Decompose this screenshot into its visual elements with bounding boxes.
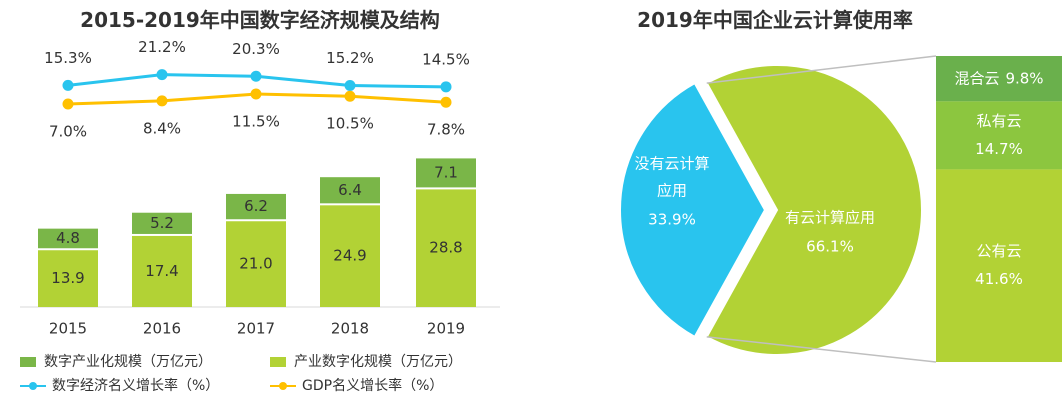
- legend-label-1: 产业数字化规模（万亿元）: [294, 354, 462, 370]
- bar-industry-digitalization-2016: [132, 235, 192, 307]
- breakdown-value-public-cloud: 41.6%: [975, 270, 1023, 288]
- pie-value-has-cloud: 66.1%: [806, 238, 854, 256]
- digital-economy-growth-point-2019: [440, 81, 452, 93]
- legend-item-1: 产业数字化规模（万亿元）: [270, 352, 462, 372]
- digital-economy-growth-label-2018: 15.2%: [326, 49, 374, 67]
- bar-label-digital-industrialization-2017: 6.2: [244, 197, 268, 215]
- digital-economy-growth-point-2015: [62, 79, 74, 91]
- gdp-growth-point-2015: [62, 98, 74, 110]
- legend-item-2: 数字经济名义增长率（%）: [20, 376, 219, 396]
- digital-economy-growth-label-2019: 14.5%: [422, 50, 470, 68]
- pie-slice-has-cloud: [705, 64, 923, 356]
- connector-line-bottom: [706, 336, 937, 363]
- x-tick-label-2016: 2016: [143, 320, 181, 338]
- bar-label-industry-digitalization-2015: 13.9: [51, 269, 84, 287]
- bar-industry-digitalization-2015: [38, 250, 98, 307]
- cloud-usage-chart-title: 2019年中国企业云计算使用率: [637, 8, 913, 32]
- pie-value-no-cloud: 33.9%: [648, 211, 696, 229]
- bar-label-digital-industrialization-2016: 5.2: [150, 214, 174, 232]
- gdp-growth-label-2016: 8.4%: [143, 119, 181, 137]
- gdp-growth-label-2017: 11.5%: [232, 113, 280, 131]
- bar-digital-industrialization-2016: [132, 212, 192, 234]
- breakdown-name-hybrid-cloud: 混合云: [954, 69, 999, 87]
- gdp-growth-point-2018: [344, 90, 356, 102]
- x-tick-label-2019: 2019: [427, 320, 465, 338]
- gdp-growth-label-2018: 10.5%: [326, 115, 374, 133]
- bar-digital-industrialization-2015: [38, 228, 98, 249]
- digital-economy-growth-label-2016: 21.2%: [138, 38, 186, 56]
- breakdown-name-private-cloud: 私有云: [976, 112, 1021, 130]
- digital-economy-growth-label-2015: 15.3%: [44, 49, 92, 67]
- pie-label-no-cloud-line1: 没有云计算: [634, 155, 709, 173]
- bar-label-digital-industrialization-2015: 4.8: [56, 229, 80, 247]
- bar-digital-industrialization-2018: [320, 177, 380, 204]
- bar-label-industry-digitalization-2017: 21.0: [239, 255, 272, 273]
- legend-swatch-0: [20, 357, 36, 367]
- cloud-usage-chart-panel: 2019年中国企业云计算使用率 没有云计算应用 33.9% 有云计算应用 66.1% 混…: [560, 0, 1062, 404]
- digital-economy-growth-point-2017: [250, 70, 262, 82]
- digital-economy-growth-point-2018: [344, 80, 356, 92]
- digital-economy-growth-label-2017: 20.3%: [232, 40, 280, 58]
- legend-label-0: 数字产业化规模（万亿元）: [44, 354, 212, 370]
- bar-digital-industrialization-2019: [416, 158, 476, 188]
- bar-label-industry-digitalization-2016: 17.4: [145, 262, 178, 280]
- digital-economy-chart-panel: 2015-2019年中国数字经济规模及结构 13.9 4.8 2015 17.4 5.2…: [0, 0, 520, 404]
- legend-swatch-2: [20, 381, 46, 391]
- legend-swatch-1: [270, 357, 286, 367]
- legend-label-3: GDP名义增长率（%）: [302, 378, 444, 394]
- bar-label-industry-digitalization-2019: 28.8: [429, 239, 462, 257]
- legend-label-2: 数字经济名义增长率（%）: [52, 378, 220, 394]
- breakdown-bar-private-cloud: [936, 101, 1062, 170]
- bar-industry-digitalization-2017: [226, 221, 286, 307]
- bar-label-digital-industrialization-2018: 6.4: [338, 181, 362, 199]
- breakdown-value-hybrid-cloud: 9.8%: [1005, 69, 1043, 87]
- legend-item-0: 数字产业化规模（万亿元）: [20, 352, 212, 372]
- digital-economy-legend: 数字产业化规模（万亿元） 产业数字化规模（万亿元） 数字经济名义增长率（%） GDP名…: [0, 350, 520, 404]
- gdp-growth-point-2017: [250, 88, 262, 100]
- legend-item-3: GDP名义增长率（%）: [270, 376, 443, 396]
- x-tick-label-2018: 2018: [331, 320, 369, 338]
- legend-swatch-3: [270, 381, 296, 391]
- breakdown-value-private-cloud: 14.7%: [975, 140, 1023, 158]
- connector-line-top: [706, 55, 937, 84]
- bar-industry-digitalization-2018: [320, 205, 380, 307]
- x-tick-label-2017: 2017: [237, 320, 275, 338]
- gdp-growth-label-2015: 7.0%: [49, 123, 87, 141]
- bar-label-digital-industrialization-2019: 7.1: [434, 163, 458, 181]
- bar-industry-digitalization-2019: [416, 189, 476, 307]
- digital-economy-chart: 13.9 4.8 2015 17.4 5.2 2016 21.0 6.2 2017 24.9 6.4…: [20, 38, 500, 338]
- pie-label-has-cloud: 有云计算应用: [785, 209, 875, 227]
- digital-economy-growth-point-2016: [156, 69, 168, 81]
- breakdown-name-public-cloud: 公有云: [976, 242, 1021, 260]
- breakdown-bar-public-cloud: [936, 169, 1062, 362]
- breakdown-label-hybrid-cloud: 混合云 9.8%: [954, 69, 1043, 87]
- pie-label-no-cloud-line2: 应用: [657, 182, 687, 200]
- gdp-growth-point-2019: [440, 96, 452, 108]
- x-tick-label-2015: 2015: [49, 320, 87, 338]
- gdp-growth-point-2016: [156, 95, 168, 107]
- digital-economy-chart-title: 2015-2019年中国数字经济规模及结构: [80, 8, 440, 32]
- gdp-growth-label-2019: 7.8%: [427, 121, 465, 139]
- pie-slice-no-cloud: [619, 81, 767, 339]
- bar-digital-industrialization-2017: [226, 193, 286, 220]
- bar-label-industry-digitalization-2018: 24.9: [333, 247, 366, 265]
- breakdown-bar-hybrid-cloud: [936, 56, 1062, 102]
